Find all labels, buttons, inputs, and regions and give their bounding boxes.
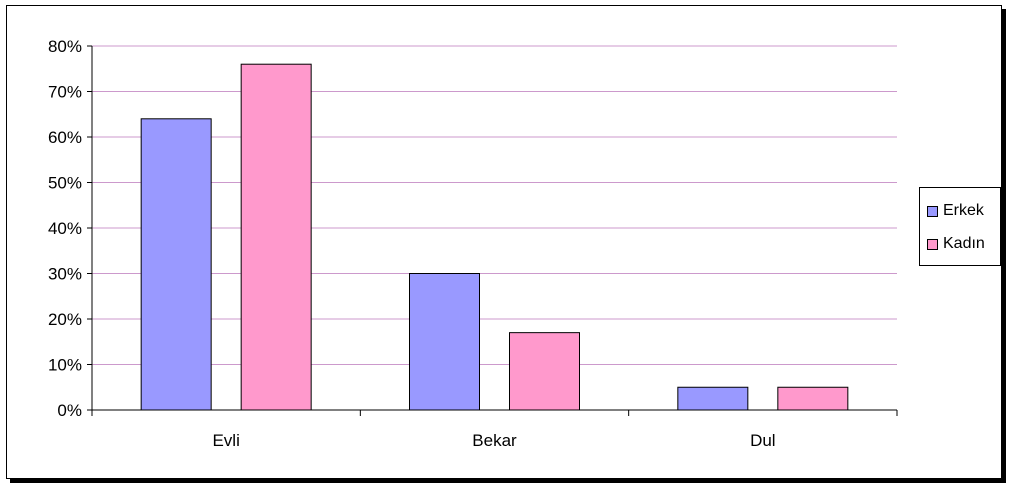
y-tick-label: 50% — [48, 174, 82, 193]
bar-erkek-dul — [678, 387, 748, 410]
bar-erkek-evli — [141, 119, 211, 410]
gridlines — [92, 46, 897, 365]
y-axis-ticks: 0% 10% 20% 30% 40% 50% 60% 70% 80% — [48, 37, 92, 420]
legend-label-kadin: Kadın — [943, 235, 985, 253]
legend: Erkek Kadın — [919, 187, 1001, 266]
x-tick-label: Bekar — [472, 431, 517, 450]
bar-kadın-evli — [241, 64, 311, 410]
y-tick-label: 20% — [48, 310, 82, 329]
legend-label-erkek: Erkek — [943, 202, 984, 220]
bars — [141, 64, 848, 410]
x-tick-label: Evli — [212, 431, 239, 450]
bar-kadın-bekar — [510, 333, 580, 410]
y-tick-label: 0% — [57, 401, 82, 420]
bar-erkek-bekar — [410, 274, 480, 411]
x-tick-label: Dul — [750, 431, 776, 450]
legend-item-erkek: Erkek — [927, 201, 984, 221]
y-tick-label: 40% — [48, 219, 82, 238]
legend-swatch-erkek — [927, 206, 938, 217]
x-axis-ticks: Evli Bekar Dul — [92, 410, 897, 450]
legend-item-kadin: Kadın — [927, 234, 985, 254]
bar-kadın-dul — [778, 387, 848, 410]
y-tick-label: 80% — [48, 37, 82, 56]
y-tick-label: 70% — [48, 83, 82, 102]
legend-swatch-kadin — [927, 239, 938, 250]
y-tick-label: 60% — [48, 128, 82, 147]
y-tick-label: 10% — [48, 356, 82, 375]
y-tick-label: 30% — [48, 265, 82, 284]
